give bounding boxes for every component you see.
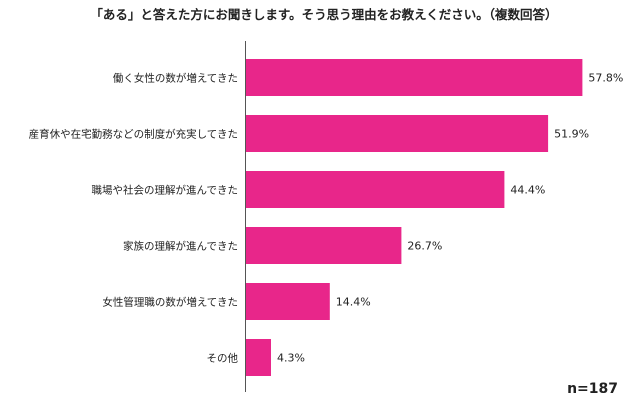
category-label-4: 家族の理解が進んできた <box>123 240 238 253</box>
category-label-1: 働く女性の数が増えてきた <box>113 72 238 85</box>
chart-title: 「ある」と答えた方にお聞きします。そう思う理由をお教えください。（複数回答） <box>90 7 557 22</box>
value-label-5: 14.4% <box>336 296 371 309</box>
bar-2 <box>246 115 549 152</box>
sample-size-label: n=187 <box>567 381 618 397</box>
bar-5 <box>246 283 330 320</box>
value-label-1: 57.8% <box>588 72 623 85</box>
value-label-6: 4.3% <box>277 352 305 365</box>
bar-4 <box>246 227 402 264</box>
category-label-5: 女性管理職の数が増えてきた <box>102 296 238 309</box>
bars-group: 働く女性の数が増えてきた 57.8% 産育休や在宅勤務などの制度が充実してきた 51.… <box>29 59 623 376</box>
category-label-3: 職場や社会の理解が進んできた <box>92 184 238 197</box>
category-label-6: その他 <box>207 352 239 365</box>
value-label-3: 44.4% <box>510 184 545 197</box>
bar-3 <box>246 171 505 208</box>
value-label-4: 26.7% <box>407 240 442 253</box>
bar-6 <box>246 339 271 376</box>
category-label-2: 産育休や在宅勤務などの制度が充実してきた <box>29 128 238 141</box>
value-label-2: 51.9% <box>554 128 589 141</box>
bar-1 <box>246 59 583 96</box>
